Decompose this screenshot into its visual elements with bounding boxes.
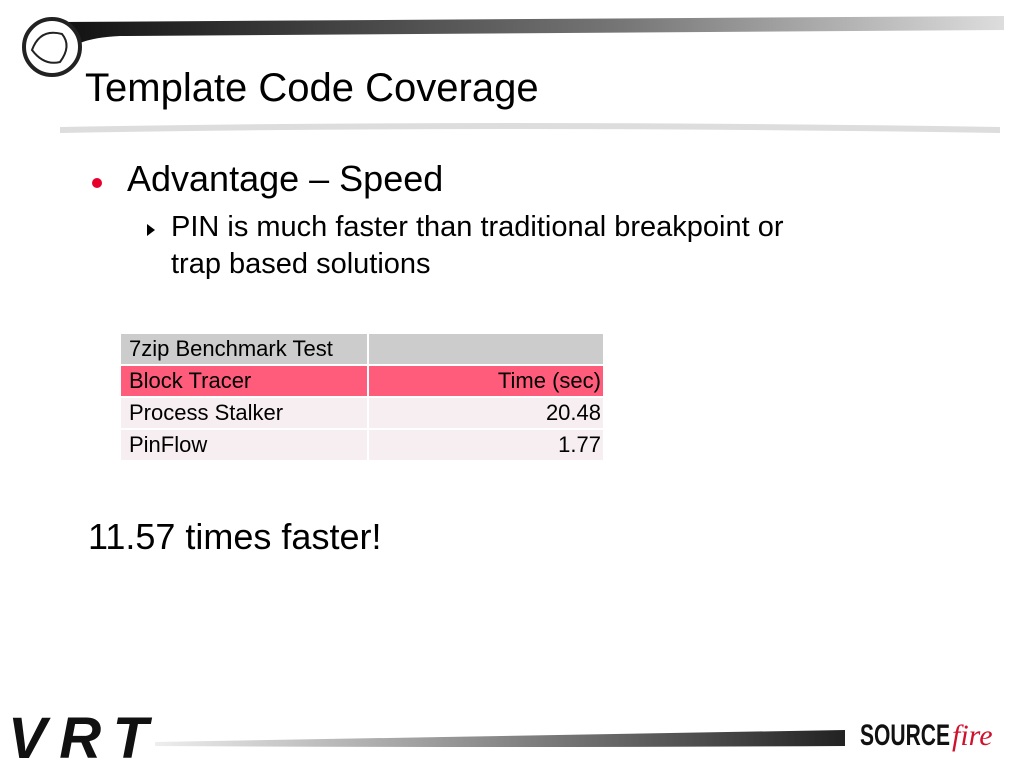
- right-logo-main: SOURCE: [860, 719, 950, 752]
- left-logo: VRT: [8, 706, 153, 768]
- table-cell: PinFlow: [119, 428, 369, 462]
- title-rule: [59, 123, 1001, 133]
- table-caption: 7zip Benchmark Test: [119, 332, 369, 366]
- table-cell: 20.48: [367, 396, 605, 430]
- slide-title: Template Code Coverage: [85, 66, 539, 110]
- table-row: Process Stalker 20.48: [119, 396, 605, 430]
- table-cell: Block Tracer: [119, 364, 369, 398]
- table-row: Block Tracer Time (sec): [119, 364, 605, 398]
- sub-bullet-text: PIN is much faster than traditional brea…: [171, 211, 784, 243]
- benchmark-table: 7zip Benchmark Test Block Tracer Time (se…: [119, 332, 605, 462]
- bullet: Advantage – Speed: [127, 158, 444, 199]
- table-header: 7zip Benchmark Test: [119, 332, 605, 366]
- table-row: PinFlow 1.77: [119, 428, 605, 462]
- table-cell: Process Stalker: [119, 396, 369, 430]
- logo-animal: [30, 31, 68, 64]
- bullet-dot: [92, 178, 102, 188]
- logo-badge: [22, 17, 82, 77]
- footer-rule: [155, 730, 845, 747]
- table-cell: [367, 332, 605, 366]
- sub-bullet-text: trap based solutions: [171, 248, 431, 280]
- right-logo-script: fire: [952, 719, 993, 752]
- top-band: [60, 16, 1004, 60]
- sub-bullet: [147, 224, 155, 236]
- note: 11.57 times faster!: [88, 516, 382, 557]
- table-cell: 1.77: [367, 428, 605, 462]
- table-cell: Time (sec): [367, 364, 605, 398]
